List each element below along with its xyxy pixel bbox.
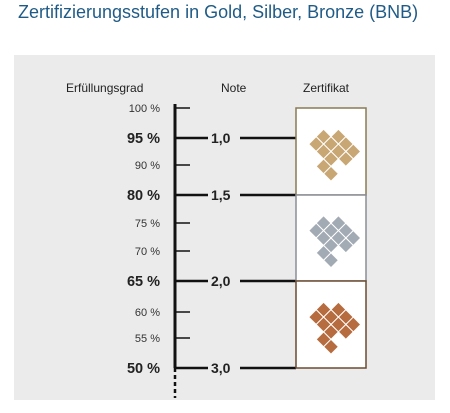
grade-label: 2,0 [211, 273, 231, 289]
scale-label-major: 65 % [127, 274, 160, 290]
scale-label-minor: 55 % [135, 333, 160, 345]
scale-label-minor: 75 % [135, 218, 160, 230]
header-fulfillment: Erfüllungsgrad [66, 81, 143, 95]
certification-diagram: Erfüllungsgrad Note Zertifikat 100 % 95 %… [14, 55, 435, 400]
header-grade: Note [221, 81, 247, 95]
silver-certificate-icon [308, 215, 362, 269]
bronze-certificate-icon [308, 301, 362, 355]
page-title: Zertifizierungsstufen in Gold, Silber, B… [18, 2, 419, 22]
grade-label: 3,0 [211, 360, 231, 376]
scale-label-minor: 60 % [135, 307, 160, 319]
scale-label-major: 95 % [127, 131, 160, 147]
certification-scale-svg: Erfüllungsgrad Note Zertifikat 100 % 95 %… [66, 81, 367, 398]
scale-label-major: 80 % [127, 188, 160, 204]
scale-label-minor: 70 % [135, 246, 160, 258]
header-certificate: Zertifikat [303, 81, 350, 95]
scale-label-major: 50 % [127, 361, 160, 377]
grade-label: 1,5 [211, 187, 231, 203]
grade-label: 1,0 [211, 130, 231, 146]
scale-label-minor: 90 % [135, 160, 160, 172]
scale-label-minor: 100 % [129, 103, 160, 115]
gold-certificate-icon [308, 128, 362, 182]
